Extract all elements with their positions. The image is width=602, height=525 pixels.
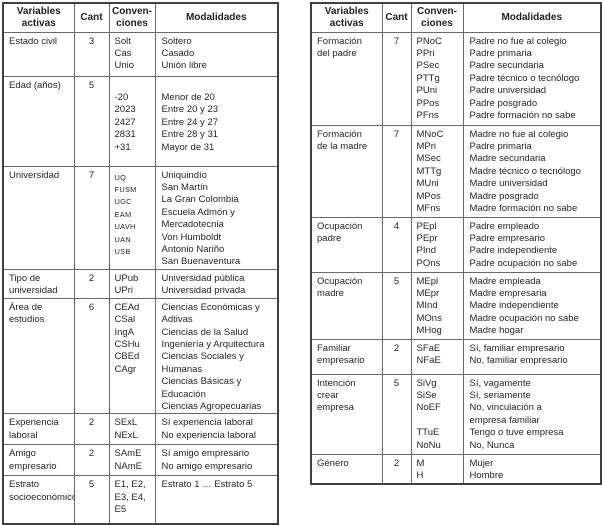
modalidades-cell: Padre no fue al colegio Padre primaria P… <box>462 31 602 126</box>
modalidades-cell: Universidad pública Universidad privada <box>154 268 279 299</box>
modalidades-cell: Estrato 1 … Estrato 5 <box>154 475 279 525</box>
convenciones-cell: Solt Cas Unio <box>108 31 156 77</box>
cant-cell: 2 <box>73 444 110 477</box>
table-row: Ocupación madre 5 MEpl MEpr MInd MOns MH… <box>310 271 602 340</box>
convenciones-cell: CEAd CSal IngA CSHu CBEd CAgr <box>108 297 156 415</box>
header-cant: Cant <box>381 2 412 33</box>
cant-cell: 4 <box>381 216 412 273</box>
table-row: Familiar empresario 2 SFaE NFaE Sí, fami… <box>310 338 602 375</box>
variable-name-cell: Amigo empresario <box>2 444 75 477</box>
convenciones-cell: -20 2023 2427 2831 +31 <box>108 75 156 167</box>
table-row: Formación de la madre 7 MNoC MPri MSec M… <box>310 124 602 218</box>
header-modalidades: Modalidades <box>462 2 602 33</box>
convenciones-cell: PEpl PEpr PInd POns <box>410 216 464 273</box>
table-row: Experiencia laboral 2 SExL NExL Sí exper… <box>2 413 279 446</box>
table-row: Ocupación padre 4 PEpl PEpr PInd POns Pa… <box>310 216 602 273</box>
cant-cell: 5 <box>381 373 412 455</box>
cant-cell: 6 <box>73 297 110 415</box>
right-variables-table: Variables activas Cant Conven- ciones Mo… <box>310 2 602 485</box>
variable-name-cell: Experiencia laboral <box>2 413 75 446</box>
convenciones-cell: SExL NExL <box>108 413 156 446</box>
header-variables-activas: Variables activas <box>2 2 75 33</box>
variable-name-cell: Estrato socioeconómico <box>2 475 75 525</box>
modalidades-cell: Sí experiencia laboral No experiencia la… <box>154 413 279 446</box>
variable-name-cell: Universidad <box>2 165 75 270</box>
cant-cell: 5 <box>73 475 110 525</box>
variable-name-cell: Edad (años) <box>2 75 75 167</box>
modalidades-cell: Menor de 20 Entre 20 y 23 Entre 24 y 27 … <box>154 75 279 167</box>
variable-name-cell: Género <box>310 453 383 485</box>
cant-cell: 2 <box>381 453 412 485</box>
header-convenciones: Conven- ciones <box>108 2 156 33</box>
modalidades-cell: Sí, vagamente Sí, seriamente No, vincula… <box>462 373 602 455</box>
table-row: Edad (años) 5 -20 2023 2427 2831 +31 Men… <box>2 75 279 167</box>
cant-cell: 5 <box>381 271 412 340</box>
variable-name-cell: Área de estudios <box>2 297 75 415</box>
left-variables-table: Variables activas Cant Conven- ciones Mo… <box>2 2 279 525</box>
variable-name-cell: Familiar empresario <box>310 338 383 375</box>
table-row: Amigo empresario 2 SAmE NAmE Sí amigo em… <box>2 444 279 477</box>
cant-cell: 3 <box>73 31 110 77</box>
variable-name-cell: Ocupación madre <box>310 271 383 340</box>
variable-name-cell: Formación de la madre <box>310 124 383 218</box>
header-row: Variables activas Cant Conven- ciones Mo… <box>2 2 279 33</box>
convenciones-cell: UQ FUSM UGC EAM UAVH UAN USB <box>108 165 156 270</box>
modalidades-cell: Padre empleado Padre empresario Padre in… <box>462 216 602 273</box>
convenciones-cell: SFaE NFaE <box>410 338 464 375</box>
table-row: Área de estudios 6 CEAd CSal IngA CSHu C… <box>2 297 279 415</box>
cant-cell: 7 <box>381 124 412 218</box>
header-modalidades: Modalidades <box>154 2 279 33</box>
cant-cell: 2 <box>73 268 110 299</box>
variable-name-cell: Intención crear empresa <box>310 373 383 455</box>
table-row: Formación del padre 7 PNoC PPri PSec PTT… <box>310 31 602 126</box>
table-row: Estrato socioeconómico 5 E1, E2, E3, E4,… <box>2 475 279 525</box>
convenciones-cell: MEpl MEpr MInd MOns MHog <box>410 271 464 340</box>
cant-cell: 7 <box>73 165 110 270</box>
table-row: Tipo de universidad 2 UPub UPri Universi… <box>2 268 279 299</box>
variable-name-cell: Formación del padre <box>310 31 383 126</box>
modalidades-cell: Mujer Hombre <box>462 453 602 485</box>
convenciones-cell: SAmE NAmE <box>108 444 156 477</box>
variable-name-cell: Ocupación padre <box>310 216 383 273</box>
convenciones-cell: UPub UPri <box>108 268 156 299</box>
modalidades-cell: Sí amigo empresario No amigo empresario <box>154 444 279 477</box>
convenciones-cell: SiVg SiSe NoEF TTuE NoNu <box>410 373 464 455</box>
modalidades-cell: Madre empleada Madre empresaria Madre in… <box>462 271 602 340</box>
header-cant: Cant <box>73 2 110 33</box>
modalidades-cell: Uniquindío San Martín La Gran Colombia E… <box>154 165 279 270</box>
header-convenciones: Conven- ciones <box>410 2 464 33</box>
convenciones-cell: PNoC PPri PSec PTTg PUni PPos PFns <box>410 31 464 126</box>
modalidades-cell: Ciencias Económicas y Adtivas Ciencias d… <box>154 297 279 415</box>
cant-cell: 2 <box>381 338 412 375</box>
variable-name-cell: Tipo de universidad <box>2 268 75 299</box>
header-row: Variables activas Cant Conven- ciones Mo… <box>310 2 602 33</box>
table-row: Universidad 7 UQ FUSM UGC EAM UAVH UAN U… <box>2 165 279 270</box>
table-row: Género 2 M H Mujer Hombre <box>310 453 602 485</box>
header-variables-activas: Variables activas <box>310 2 383 33</box>
modalidades-cell: Sí, familiar empresario No, familiar emp… <box>462 338 602 375</box>
cant-cell: 7 <box>381 31 412 126</box>
table-row: Estado civil 3 Solt Cas Unio Soltero Cas… <box>2 31 279 77</box>
convenciones-cell: M H <box>410 453 464 485</box>
convenciones-cell: MNoC MPri MSec MTTg MUni MPos MFns <box>410 124 464 218</box>
modalidades-cell: Soltero Casado Unión libre <box>154 31 279 77</box>
cant-cell: 5 <box>73 75 110 167</box>
variable-name-cell: Estado civil <box>2 31 75 77</box>
modalidades-cell: Madre no fue al colegio Padre primaria M… <box>462 124 602 218</box>
convenciones-cell: E1, E2, E3, E4, E5 <box>108 475 156 525</box>
cant-cell: 2 <box>73 413 110 446</box>
table-row: Intención crear empresa 5 SiVg SiSe NoEF… <box>310 373 602 455</box>
